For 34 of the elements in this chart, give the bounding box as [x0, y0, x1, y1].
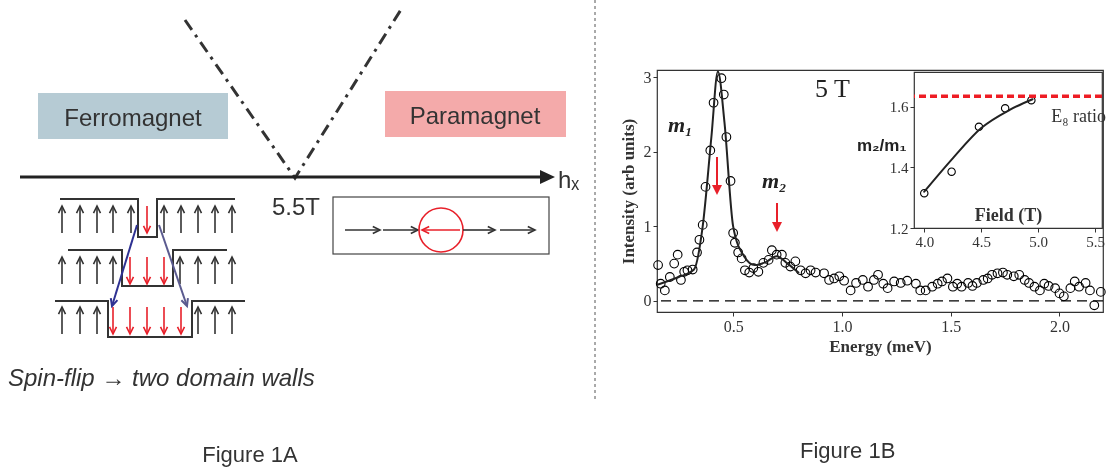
x-axis-title: Field (T)	[974, 204, 1043, 226]
x-tick-label: 2.0	[1049, 317, 1070, 335]
y-tick-label: 1.2	[889, 220, 909, 237]
text: hₓ	[558, 166, 580, 193]
text: 5.5T	[272, 193, 321, 220]
y-tick-label: 0	[643, 292, 652, 310]
y-axis-title: m₂/m₁	[856, 135, 907, 155]
caption: Figure 1A	[202, 442, 299, 467]
y-axis-title: Intensity (arb units)	[618, 118, 638, 265]
x-axis-title: Energy (meV)	[829, 336, 932, 356]
text: Ferromagnet	[64, 104, 203, 131]
y-tick-label: 1.4	[889, 159, 909, 176]
text: Spin-flip → two domain walls	[8, 364, 315, 391]
y-tick-label: 3	[643, 68, 652, 86]
caption: Figure 1B	[800, 438, 896, 464]
x-tick-label: 1.0	[832, 317, 853, 335]
x-tick-label: 1.5	[941, 317, 962, 335]
annotation: m₂	[762, 168, 787, 194]
point	[1000, 104, 1010, 113]
line-series	[657, 70, 800, 286]
x-tick-label: 4.5	[972, 233, 992, 250]
annotation: m₁	[668, 112, 693, 138]
annotation: 5 T	[815, 74, 850, 104]
point	[920, 188, 929, 198]
x-tick-label: 5.0	[1029, 233, 1049, 250]
y-tick-label: 1.6	[889, 99, 909, 116]
y-tick-label: 2	[643, 143, 652, 161]
text: Paramagnet	[409, 102, 541, 129]
x-tick-label: 0.5	[723, 317, 744, 335]
y-tick-label: 1	[643, 217, 652, 235]
line-series	[923, 98, 1034, 193]
x-tick-label: 4.0	[915, 233, 935, 250]
point	[947, 167, 956, 176]
point	[974, 122, 984, 132]
